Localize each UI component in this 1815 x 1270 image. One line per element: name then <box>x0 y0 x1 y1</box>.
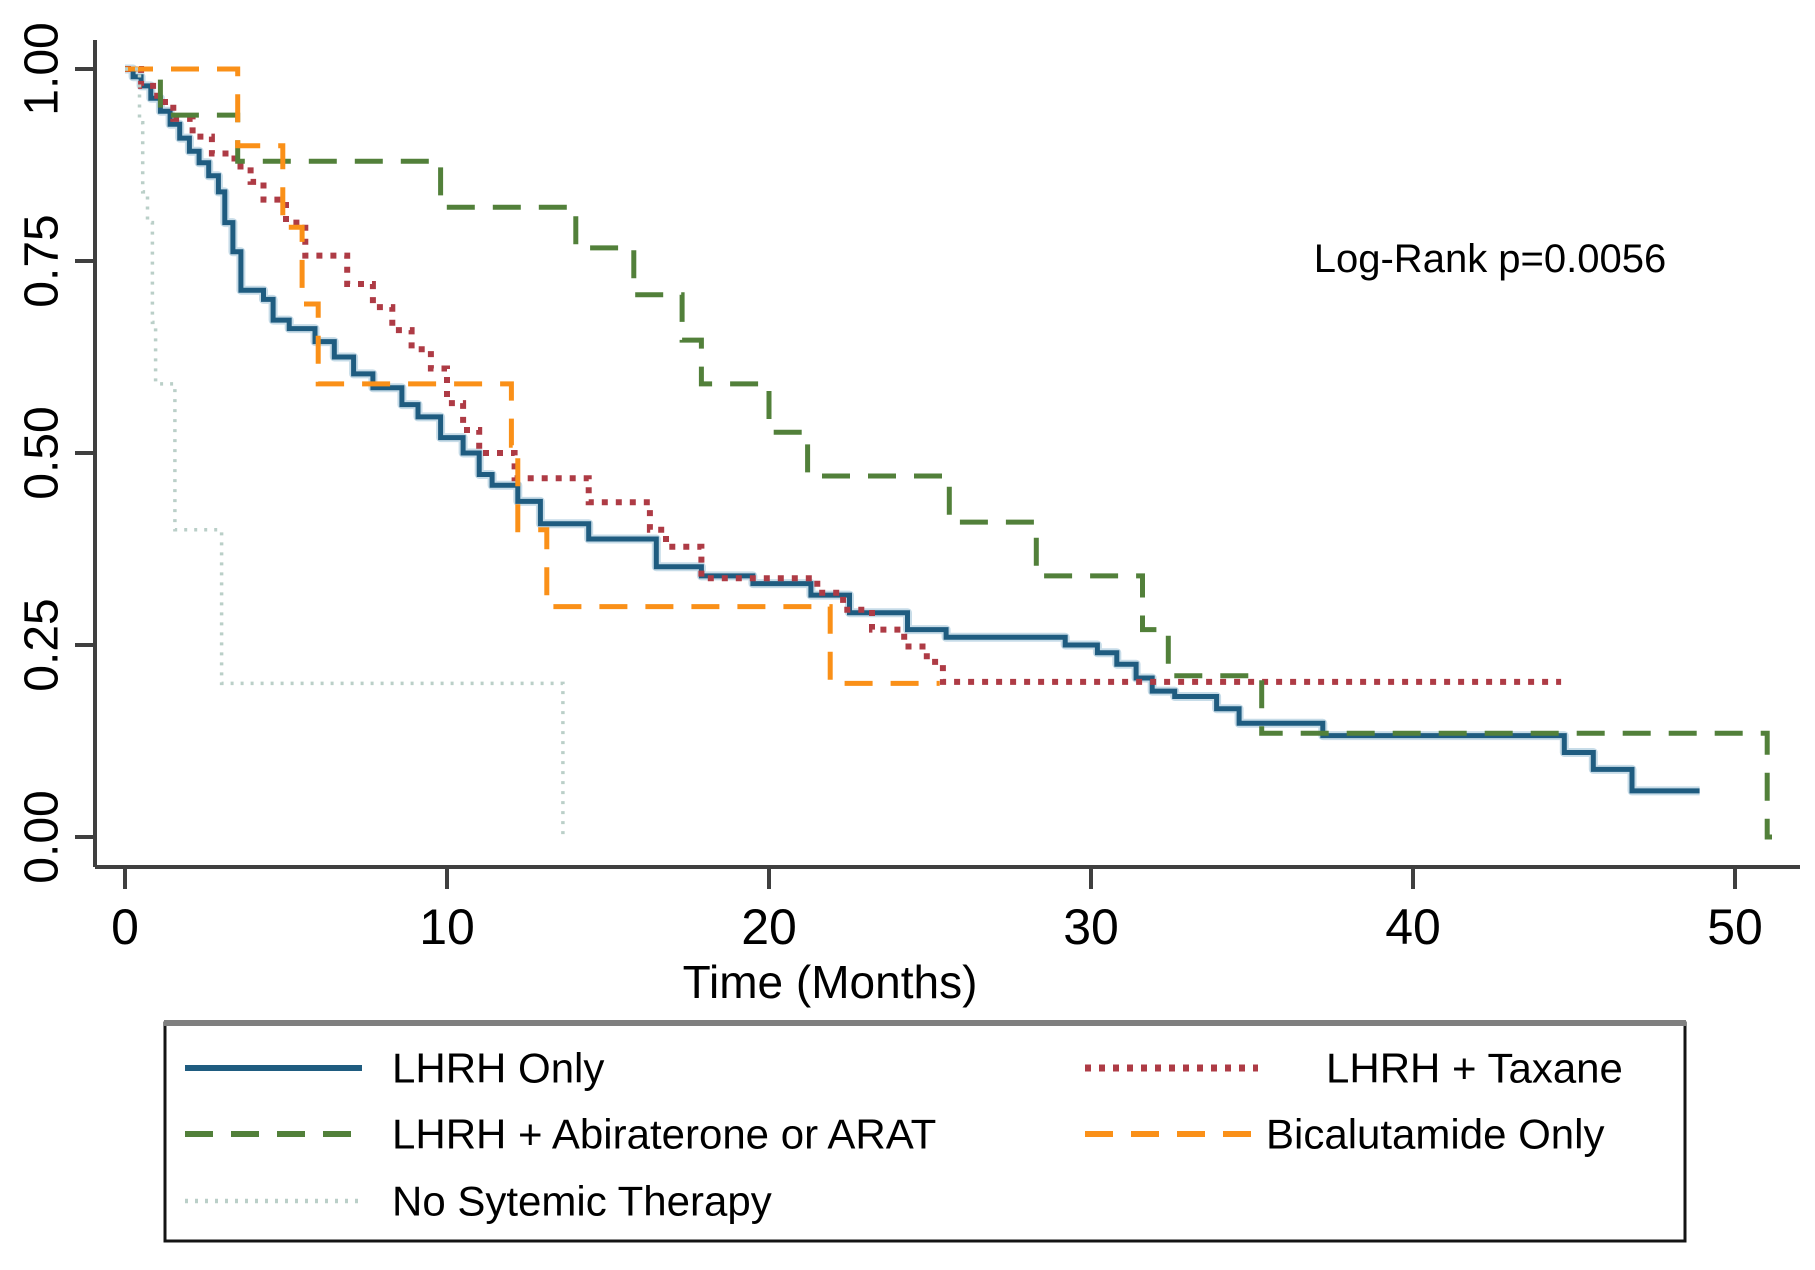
x-tick-label: 40 <box>1385 899 1441 955</box>
x-tick-label: 0 <box>111 899 139 955</box>
y-tick-label: 0.75 <box>16 214 69 307</box>
series-line-lhrh-only <box>125 66 1700 794</box>
legend-label-no-sytemic-therapy: No Sytemic Therapy <box>392 1178 772 1225</box>
y-tick-label: 1.00 <box>16 22 69 115</box>
legend-label-lhrh-only: LHRH Only <box>392 1045 604 1092</box>
log-rank-annotation: Log-Rank p=0.0056 <box>1314 237 1667 281</box>
y-tick-label: 0.25 <box>16 598 69 691</box>
x-tick-label: 30 <box>1063 899 1119 955</box>
chart-generated-content: 0 10 20 30 40 50 1.00 0.75 0.50 0.25 0.00 LHRH Only… <box>16 22 1800 1243</box>
x-tick-label: 50 <box>1707 899 1763 955</box>
x-tick-label: 20 <box>741 899 797 955</box>
y-tick-label: 0.50 <box>16 406 69 499</box>
x-axis-title: Time (Months) <box>683 956 978 1008</box>
legend-label-lhrh-taxane: LHRH + Taxane <box>1326 1045 1623 1092</box>
series-line-lhrh-abiraterone-or-arat <box>125 66 1772 840</box>
legend-label-bicalutamide-only: Bicalutamide Only <box>1266 1111 1604 1158</box>
y-tick-label: 0.00 <box>16 790 69 883</box>
series-line-no-sytemic-therapy <box>125 67 567 839</box>
series-line-lhrh-taxane <box>125 66 1562 685</box>
legend-label-lhrh-abiraterone-or-arat: LHRH + Abiraterone or ARAT <box>392 1111 936 1158</box>
x-tick-label: 10 <box>419 899 475 955</box>
series-line-bicalutamide-only <box>125 66 940 686</box>
